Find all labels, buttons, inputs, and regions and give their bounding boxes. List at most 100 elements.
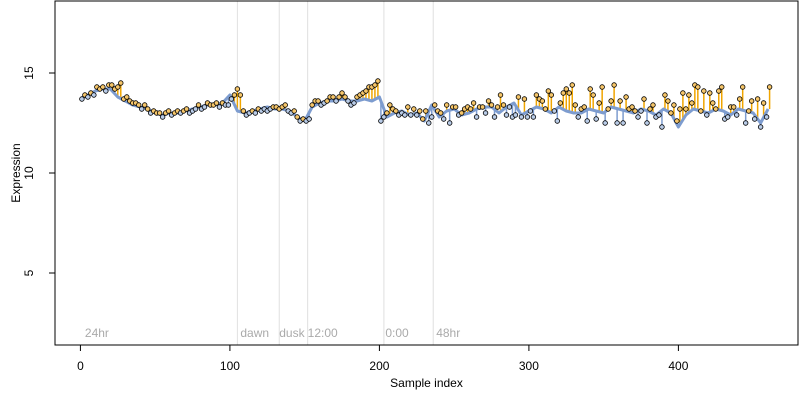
data-point	[629, 104, 635, 110]
data-point	[677, 106, 683, 112]
data-point	[423, 108, 429, 114]
y-tick-label: 10	[22, 166, 36, 180]
data-point	[587, 86, 593, 92]
data-point	[363, 88, 369, 94]
data-point	[136, 102, 142, 108]
data-point	[294, 114, 300, 120]
data-point	[542, 106, 549, 112]
data-point	[725, 114, 731, 120]
data-point	[668, 110, 674, 116]
data-point	[734, 112, 740, 118]
data-point	[566, 90, 572, 96]
data-point	[665, 98, 671, 104]
data-point	[635, 114, 641, 120]
data-point	[614, 120, 620, 126]
data-point	[539, 98, 546, 104]
y-axis: 5 10 15	[22, 66, 56, 276]
data-point	[548, 92, 555, 98]
data-point	[165, 108, 172, 114]
x-tick-label: 0	[77, 359, 84, 373]
data-point	[405, 104, 411, 110]
data-point	[494, 104, 501, 110]
data-point	[237, 92, 244, 98]
data-point	[521, 96, 528, 102]
data-point	[647, 106, 653, 112]
data-point	[473, 114, 480, 120]
data-point	[408, 112, 414, 118]
data-point	[488, 102, 495, 108]
data-point	[443, 102, 450, 108]
data-point	[482, 110, 489, 116]
data-point	[620, 120, 626, 126]
data-point	[590, 92, 596, 98]
data-point	[763, 114, 770, 120]
annotation-label: dawn	[240, 326, 269, 340]
data-point	[497, 92, 504, 98]
data-point	[485, 98, 492, 104]
vertical-reference-lines	[236, 1, 434, 345]
data-point	[596, 100, 602, 106]
data-point	[742, 120, 749, 126]
data-point	[713, 106, 719, 112]
data-point	[420, 116, 426, 122]
x-axis-title: Sample index	[390, 376, 463, 390]
data-point	[515, 94, 522, 100]
data-point	[372, 82, 378, 88]
data-point	[141, 102, 148, 108]
data-point	[575, 114, 581, 120]
data-point	[144, 106, 151, 112]
data-point	[593, 116, 599, 122]
data-point	[707, 90, 713, 96]
data-point	[85, 94, 91, 100]
data-point	[659, 124, 665, 130]
data-points	[79, 78, 773, 130]
data-point	[641, 96, 647, 102]
annotation-label: 24hr	[85, 326, 109, 340]
x-tick-label: 400	[668, 359, 688, 373]
data-point	[201, 104, 208, 110]
data-point	[375, 78, 381, 84]
data-point	[195, 102, 202, 108]
data-point	[103, 88, 109, 94]
data-point	[381, 114, 387, 120]
data-point	[611, 82, 617, 88]
data-point	[306, 116, 312, 122]
data-point	[754, 96, 761, 102]
data-point	[527, 108, 534, 114]
data-point	[563, 86, 569, 92]
data-point	[632, 108, 638, 114]
x-tick-label: 300	[519, 359, 539, 373]
data-point	[291, 108, 297, 114]
data-point	[656, 112, 662, 118]
data-point	[118, 80, 124, 86]
data-point	[503, 112, 510, 118]
x-axis: 0 100 200 300 400	[77, 344, 689, 373]
data-point	[402, 112, 408, 118]
data-point	[139, 106, 145, 112]
data-point	[393, 108, 399, 114]
data-point	[446, 120, 453, 126]
data-point	[716, 88, 722, 94]
data-point	[216, 104, 223, 110]
data-point	[234, 86, 241, 92]
data-point	[213, 100, 220, 106]
data-point	[686, 92, 692, 98]
data-point	[426, 120, 432, 126]
data-point	[115, 84, 121, 90]
data-point	[438, 110, 444, 116]
data-point	[417, 108, 423, 114]
data-point	[159, 114, 166, 120]
data-point	[608, 98, 614, 104]
data-point	[698, 108, 704, 114]
data-point	[91, 92, 97, 98]
data-point	[156, 110, 163, 116]
data-point	[623, 94, 629, 100]
data-point	[745, 108, 752, 114]
data-point	[491, 114, 498, 120]
data-point	[240, 108, 247, 114]
data-point	[524, 114, 531, 120]
data-point	[581, 104, 587, 110]
data-point	[662, 92, 668, 98]
data-point	[458, 110, 465, 116]
y-axis-title: Expression	[9, 143, 23, 202]
